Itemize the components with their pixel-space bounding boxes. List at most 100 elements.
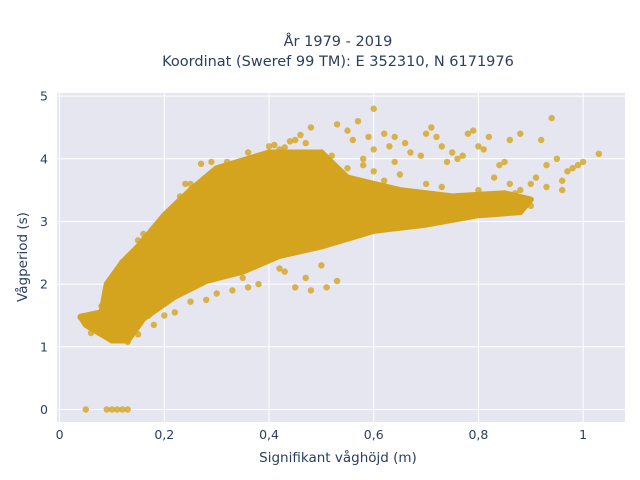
data-point-57 (401, 139, 409, 147)
data-point-95 (459, 193, 466, 200)
data-point-15 (145, 312, 152, 319)
data-point-132 (333, 121, 341, 128)
data-point-31 (239, 161, 246, 169)
data-point-67 (459, 152, 466, 159)
data-point-48 (307, 124, 315, 131)
data-point-98 (396, 171, 404, 178)
data-point-43 (265, 143, 273, 150)
data-point-75 (506, 136, 513, 144)
data-point-121 (223, 262, 231, 269)
data-point-36 (302, 139, 309, 147)
data-point-21 (134, 237, 142, 244)
data-point-66 (454, 155, 461, 162)
data-point-2 (108, 406, 116, 413)
x-tick-label-4: 0,8 (468, 427, 488, 442)
data-point-142 (527, 202, 534, 209)
data-point-103 (333, 168, 341, 175)
data-point-40 (208, 158, 215, 166)
data-point-3 (114, 406, 121, 413)
data-point-39 (197, 160, 205, 167)
data-point-125 (166, 255, 173, 263)
data-point-127 (197, 243, 205, 250)
data-point-6 (77, 314, 84, 321)
y-tick-label-3: 3 (40, 214, 48, 229)
data-points (77, 105, 602, 413)
x-tick-label-0: 0 (56, 427, 64, 442)
data-point-140 (433, 202, 440, 209)
data-point-133 (391, 158, 398, 166)
chart-title-line-2: Koordinat (Sweref 99 TM): E 352310, N 61… (162, 54, 514, 70)
data-point-88 (559, 186, 566, 194)
data-point-86 (595, 150, 602, 157)
data-point-76 (517, 130, 524, 137)
data-point-109 (281, 268, 288, 275)
data-point-96 (438, 183, 445, 191)
data-point-71 (480, 146, 487, 153)
data-point-119 (161, 312, 168, 319)
data-point-106 (302, 274, 309, 282)
data-point-82 (559, 177, 566, 184)
data-point-55 (386, 143, 393, 150)
data-point-100 (370, 168, 377, 175)
data-point-60 (422, 130, 430, 137)
data-point-41 (182, 180, 189, 188)
data-point-77 (527, 180, 534, 188)
data-point-1 (103, 406, 110, 413)
data-point-34 (276, 146, 283, 153)
data-point-29 (213, 168, 220, 175)
data-point-108 (307, 287, 315, 294)
data-point-91 (511, 190, 519, 197)
data-point-25 (171, 205, 178, 213)
data-point-7 (82, 315, 90, 322)
data-point-113 (239, 274, 246, 282)
data-point-94 (475, 186, 482, 194)
data-point-90 (517, 186, 524, 194)
data-point-104 (323, 180, 330, 188)
data-point-129 (323, 284, 330, 291)
data-point-99 (381, 177, 388, 184)
data-point-13 (134, 331, 142, 338)
data-point-105 (318, 262, 325, 269)
data-point-45 (281, 144, 288, 151)
data-point-79 (538, 136, 545, 144)
data-point-38 (328, 152, 335, 159)
data-point-72 (485, 133, 493, 141)
y-tick-label-4: 4 (40, 151, 48, 166)
data-point-64 (443, 158, 451, 166)
data-point-123 (203, 255, 210, 263)
data-point-89 (548, 114, 555, 122)
data-point-49 (349, 136, 356, 144)
data-point-85 (579, 158, 587, 166)
data-point-69 (470, 127, 477, 134)
data-point-138 (318, 215, 325, 222)
x-tick-label-1: 0,2 (154, 427, 174, 442)
y-axis-ticks: 0 1 2 3 4 5 (40, 89, 48, 417)
data-point-122 (255, 249, 262, 256)
data-point-47 (297, 131, 304, 139)
data-point-126 (229, 237, 236, 244)
data-point-83 (564, 168, 571, 175)
data-point-19 (119, 259, 126, 266)
data-point-14 (150, 321, 157, 329)
data-point-33 (265, 149, 273, 156)
data-point-128 (333, 277, 341, 285)
data-point-59 (417, 152, 424, 159)
x-axis-ticks: 0 0,2 0,4 0,6 0,8 1 (56, 427, 587, 442)
data-point-73 (496, 161, 503, 169)
data-point-63 (438, 143, 445, 150)
data-point-9 (87, 329, 95, 337)
data-point-137 (292, 199, 299, 206)
data-point-124 (150, 280, 157, 288)
dense-point-cloud (77, 149, 534, 344)
data-point-135 (218, 215, 226, 222)
data-point-84 (574, 161, 582, 169)
data-point-112 (244, 284, 252, 291)
data-point-56 (391, 133, 398, 141)
data-point-23 (150, 224, 157, 231)
data-point-32 (255, 155, 262, 162)
data-point-68 (464, 130, 472, 137)
y-tick-label-2: 2 (40, 277, 48, 292)
data-point-114 (229, 287, 236, 294)
data-point-116 (203, 296, 210, 303)
